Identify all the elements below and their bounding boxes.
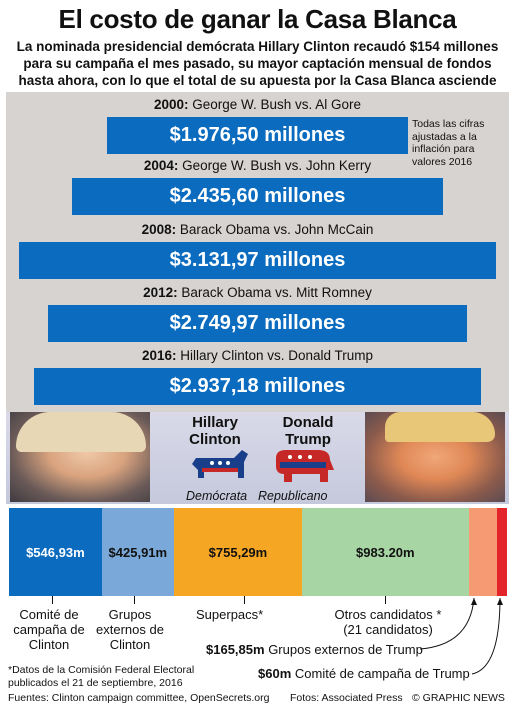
year-2016: 2016: (141, 348, 177, 363)
page-title: El costo de ganar la Casa Blanca (58, 4, 457, 34)
segment-6 (496, 508, 507, 596)
trump-outside-value: $165,85m (206, 642, 265, 657)
tick-c2 (134, 596, 135, 604)
bar-2004: $2.435,60 millones (72, 178, 443, 215)
legend-clinton-committee: Comité de campaña de Clinton (13, 607, 85, 652)
page-subtitle: La nominada presidencial demócrata Hilla… (16, 39, 499, 105)
footnote-line2: publicados el 21 de septiembre, 2016 (8, 676, 183, 689)
legend-trump-outside: $165,85m Grupos externos de Trump (206, 642, 423, 657)
footnote-line1: *Datos de la Comisión Federal Electoral (8, 664, 195, 676)
funding-stack: $546,93m $425,91m $755,29m $983.20m (9, 508, 507, 596)
year-label-2004: 2004: George W. Bush vs. John Kerry (0, 158, 515, 173)
leader-arrow-trump-committee (497, 598, 503, 605)
legend-other-candidates-b: (21 candidatos) (343, 622, 433, 637)
bar-2012: $2.749,97 millones (48, 305, 467, 342)
leader-line-trump-committee (471, 597, 501, 675)
year-label-2008: 2008: Barack Obama vs. John McCain (0, 222, 515, 237)
year-label-2016: 2016: Hillary Clinton vs. Donald Trump (0, 348, 515, 363)
trump-outside-label: Grupos externos de Trump (268, 642, 423, 657)
tick-c4 (385, 596, 386, 604)
leader-line-trump-outside (419, 597, 475, 650)
clinton-photo (10, 412, 150, 502)
year-2000: 2000: (153, 97, 189, 112)
leader-arrow-trump-outside (471, 598, 477, 605)
republican-label: Republicano (258, 489, 328, 503)
matchup-2012: Barack Obama vs. Mitt Romney (177, 285, 372, 300)
year-2012: 2012: (143, 285, 178, 300)
segment-1: $546,93m (9, 508, 102, 596)
segment-2: $425,91m (101, 508, 174, 596)
copyright: © GRAPHIC NEWS (412, 692, 505, 704)
bar-2000: $1.976,50 millones (107, 117, 408, 154)
tick-c1 (52, 596, 53, 604)
year-label-2012: 2012: Barack Obama vs. Mitt Romney (0, 285, 515, 300)
year-label-2000: 2000: George W. Bush vs. Al Gore (0, 97, 515, 112)
democrat-donkey-icon (192, 450, 248, 478)
matchup-2016: Hillary Clinton vs. Donald Trump (176, 348, 374, 363)
trump-committee-value: $60m (258, 666, 292, 681)
trump-photo (365, 412, 505, 502)
segment-4: $983.20m (301, 508, 469, 596)
footnote: *Datos de la Comisión Federal Electoral … (8, 664, 194, 689)
matchup-2004: George W. Bush vs. John Kerry (178, 158, 372, 173)
matchup-2000: George W. Bush vs. Al Gore (188, 97, 362, 112)
clinton-name: Hillary Clinton (189, 414, 241, 448)
year-2004: 2004: (143, 158, 179, 173)
sources: Fuentes: Clinton campaign committee, Ope… (8, 692, 270, 704)
year-2008: 2008: (141, 222, 177, 237)
legend-trump-committee: $60m Comité de campaña de Trump (258, 666, 470, 681)
legend-clinton-outside: Grupos externos de Clinton (96, 607, 164, 652)
tick-c3 (244, 596, 245, 604)
legend-other-candidates-a: Otros candidatos * (334, 607, 442, 622)
photo-credit: Fotos: Associated Press (290, 692, 403, 704)
trump-committee-label: Comité de campaña de Trump (294, 666, 470, 681)
matchup-2008: Barack Obama vs. John McCain (176, 222, 374, 237)
inflation-note: Todas las cifras ajustadas a la inflació… (412, 118, 485, 168)
segment-3: $755,29m (173, 508, 302, 596)
bar-2008: $3.131,97 millones (19, 242, 496, 279)
segment-5 (468, 508, 497, 596)
republican-elephant-icon (276, 450, 334, 482)
bar-2016: $2.937,18 millones (34, 368, 481, 405)
democrat-label: Demócrata (186, 489, 248, 503)
trump-name: Donald Trump (282, 414, 334, 448)
legend-superpacs: Superpacs* (196, 607, 264, 622)
